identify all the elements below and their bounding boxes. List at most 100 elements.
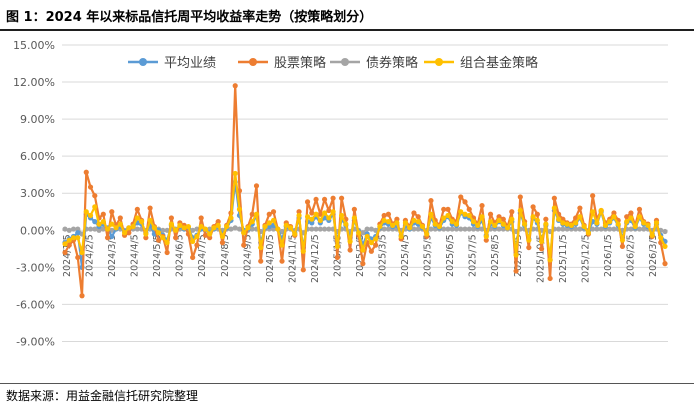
y-tick-label: 9.00% (20, 113, 55, 126)
data-point (92, 219, 98, 225)
data-point (381, 226, 387, 232)
data-point (594, 226, 600, 232)
source-note: 数据来源：用益金融信托研究院整理 (6, 389, 199, 403)
data-point (466, 212, 472, 219)
data-point (262, 223, 268, 230)
data-point (466, 206, 472, 212)
data-point (70, 226, 77, 232)
data-point (377, 223, 383, 230)
data-point (313, 211, 319, 217)
series-line-stock (64, 84, 667, 297)
data-point (296, 209, 302, 215)
data-point (381, 212, 387, 219)
data-point (424, 231, 430, 237)
x-tick-label: 2025/4/5 (400, 234, 411, 277)
data-point (500, 226, 506, 232)
data-point (658, 235, 664, 241)
y-tick-label: 12.00% (13, 76, 55, 89)
legend-swatch-marker (435, 58, 443, 66)
data-point (402, 220, 409, 226)
data-point (521, 221, 528, 227)
data-point (526, 244, 532, 251)
x-tick-label: 2024/12/5 (310, 234, 321, 283)
legend-swatch-marker (249, 58, 257, 66)
data-point (636, 214, 643, 220)
x-tick-label: 2024/4/5 (130, 234, 141, 277)
data-point (270, 209, 277, 215)
data-point (79, 293, 85, 299)
data-point (138, 219, 145, 225)
data-point (121, 230, 128, 236)
data-point (130, 223, 136, 230)
data-point (185, 223, 192, 230)
data-point (453, 221, 460, 227)
x-tick-label: 2025/6/5 (445, 234, 456, 277)
data-point (407, 225, 413, 231)
data-point (164, 227, 170, 233)
data-point (87, 226, 94, 232)
data-point (662, 261, 668, 267)
data-point (190, 227, 196, 233)
figure-title: 图 1：2024 年以来标品信托周平均收益率走势（按策略划分） (6, 10, 373, 25)
data-point (198, 223, 204, 230)
data-point (411, 210, 417, 216)
data-point (313, 226, 319, 232)
data-point (219, 233, 226, 240)
data-point (168, 215, 174, 221)
x-tick-label: 2024/7/5 (197, 234, 208, 277)
data-point (556, 216, 562, 222)
data-point (321, 226, 328, 232)
data-point (398, 233, 404, 240)
data-point (207, 235, 213, 241)
data-point (492, 222, 498, 228)
data-point (428, 198, 434, 204)
x-tick-label: 2025/5/5 (423, 234, 434, 277)
data-point (253, 211, 260, 217)
data-point (538, 238, 545, 245)
data-point (321, 210, 328, 216)
data-point (309, 220, 315, 226)
legend-label: 债券策略 (366, 55, 418, 71)
data-point (62, 226, 68, 232)
data-point (411, 217, 417, 224)
x-tick-label: 2025/10/5 (535, 234, 546, 283)
x-tick-label: 2025/12/5 (580, 234, 591, 283)
data-point (309, 226, 315, 232)
data-point (326, 215, 332, 221)
grid-lines (62, 44, 668, 342)
data-point (368, 248, 374, 254)
data-point (560, 220, 566, 226)
data-point (632, 223, 638, 230)
y-tick-label: -3.00% (16, 261, 55, 274)
data-point (590, 209, 596, 215)
x-tick-label: 2024/6/5 (175, 234, 186, 277)
data-point (411, 226, 417, 232)
data-point (313, 196, 319, 203)
data-point (611, 210, 617, 216)
data-point (551, 205, 557, 211)
data-point (441, 215, 447, 221)
data-point (628, 210, 634, 216)
y-tick-label: -6.00% (16, 298, 55, 311)
data-point (611, 214, 617, 220)
data-point (577, 205, 583, 211)
x-tick-label: 2024/5/5 (152, 234, 163, 277)
data-point (360, 230, 366, 236)
data-point (177, 222, 183, 228)
data-point (228, 215, 234, 221)
y-axis-ticks: 15.00% 12.00% 9.00% 6.00% 3.00% 0.00% -3.00% -6… (13, 39, 55, 348)
data-point (236, 206, 243, 212)
data-point (449, 219, 455, 225)
data-point (70, 235, 77, 241)
x-tick-label: 2024/2/5 (85, 234, 96, 277)
data-point (134, 226, 140, 232)
legend-item-bond: 债券策略 (330, 55, 418, 71)
data-point (624, 214, 630, 220)
x-tick-label: 2024/9/5 (242, 234, 253, 277)
data-point (543, 221, 549, 227)
data-point (619, 243, 626, 249)
data-point (92, 204, 98, 210)
legend-item-combo: 组合基金策略 (424, 55, 538, 71)
data-point (441, 206, 447, 212)
data-point (198, 215, 204, 221)
